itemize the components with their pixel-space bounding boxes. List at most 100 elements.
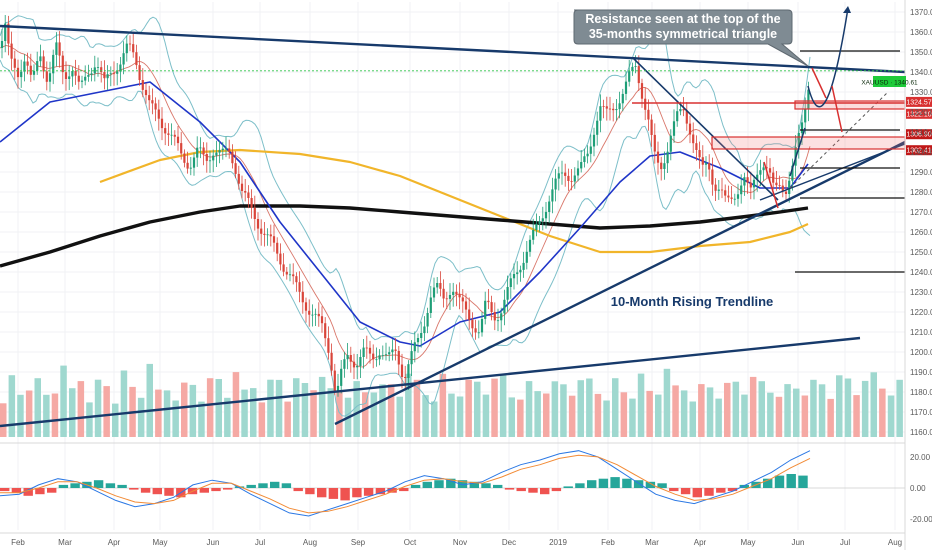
- candle-body: [93, 67, 96, 74]
- bear-projection-arrow-1: [811, 67, 827, 99]
- candle-body: [532, 230, 535, 240]
- macd-histogram-bar: [692, 488, 702, 498]
- dashed-projection: [789, 91, 889, 189]
- volume-bar: [767, 392, 774, 437]
- candle-body: [740, 185, 743, 195]
- volume-bar: [163, 390, 171, 437]
- macd-histogram-bar: [270, 481, 280, 488]
- volume-bar: [586, 378, 593, 437]
- candle-body: [461, 297, 464, 302]
- macd-histogram-bar: [93, 480, 104, 488]
- volume-bar: [422, 395, 429, 437]
- price-tick-label: 1220.00: [910, 308, 932, 317]
- macd-histogram-bar: [469, 481, 479, 488]
- volume-bar: [887, 395, 895, 437]
- volume-bar: [198, 401, 205, 437]
- candle-body: [663, 163, 666, 169]
- candle-body: [736, 194, 740, 199]
- volume-bar: [25, 390, 33, 437]
- candle-body: [58, 42, 61, 56]
- macd-histogram-bar: [363, 488, 374, 496]
- candle-body: [685, 110, 688, 124]
- candle-body: [676, 111, 679, 122]
- candle-body: [244, 191, 247, 193]
- macd-histogram-bar: [774, 475, 785, 488]
- price-tick-label: 1200.00: [910, 348, 932, 357]
- candle-body: [592, 134, 596, 147]
- candle-body: [164, 128, 167, 134]
- current-price-tag: XAUUSD · 1340.61: [861, 76, 918, 87]
- volume-bar: [775, 396, 783, 437]
- price-tick-label: 1190.00: [910, 368, 932, 377]
- candle-body: [560, 172, 564, 174]
- macd-histogram-bar: [716, 488, 726, 493]
- macd-histogram-bar: [293, 488, 303, 492]
- volume-bar: [508, 397, 515, 437]
- candle-body: [269, 234, 272, 237]
- volume-bar: [879, 388, 886, 437]
- time-tick-label: May: [152, 538, 167, 547]
- price-tick-label: 1170.00: [910, 408, 932, 417]
- candle-body: [656, 151, 660, 163]
- volume-bar: [379, 384, 386, 437]
- candle-body: [13, 58, 16, 68]
- sma-blue-line: [0, 81, 809, 347]
- candle-body: [730, 197, 733, 199]
- candle-body: [170, 134, 173, 136]
- volume-bar: [706, 387, 714, 437]
- time-tick-label: Apr: [694, 538, 707, 547]
- candle-body: [378, 355, 381, 360]
- trendline-triangle_top: [0, 24, 906, 74]
- volume-bar: [732, 381, 740, 437]
- candle-body: [71, 71, 74, 77]
- macd-histogram-bar: [0, 488, 10, 492]
- volume-bar: [413, 379, 421, 437]
- candle-body: [580, 162, 583, 169]
- candle-body: [144, 89, 148, 96]
- volume-bar: [680, 390, 688, 437]
- candle-body: [292, 274, 295, 277]
- volume-bar: [241, 389, 248, 437]
- volume-bar: [103, 386, 110, 437]
- volume-bar: [336, 390, 343, 437]
- volume-bar: [17, 394, 24, 437]
- projection-arrows: [763, 6, 851, 209]
- candle-body: [167, 133, 170, 135]
- macd-histogram-bar: [446, 478, 456, 488]
- volume-bar: [810, 379, 817, 437]
- macd-histogram-bar: [575, 483, 585, 488]
- macd-histogram-bar: [58, 484, 69, 488]
- volume-bar: [267, 379, 274, 437]
- candle-body: [84, 76, 87, 81]
- candle-body: [4, 23, 7, 41]
- candle-body: [362, 347, 365, 357]
- candle-body: [621, 93, 624, 104]
- candle-body: [496, 320, 500, 322]
- time-tick-label: Jun: [792, 538, 805, 547]
- candle-body: [615, 109, 618, 111]
- price-tick-label: 1230.00: [910, 288, 932, 297]
- candle-body: [490, 302, 493, 312]
- candle-body: [125, 43, 128, 54]
- candle-body: [660, 162, 663, 170]
- candle-body: [304, 302, 308, 311]
- resistance-zone-upper: [794, 100, 906, 110]
- time-axis[interactable]: Feb Mar Apr May Jun Jul Aug Sep Oct Nov Dec 2019 Feb…: [0, 442, 905, 547]
- candle-body: [512, 274, 516, 279]
- volume-bar: [301, 383, 309, 437]
- price-level-tag-label: 1324.57: [906, 99, 931, 106]
- candle-body: [464, 301, 468, 310]
- price-tick-label: 1350.00: [910, 48, 932, 57]
- volume-bar: [189, 384, 197, 437]
- price-axis[interactable]: 1370.00 1360.00 1350.00 1340.00 1330.00 1320.…: [904, 0, 932, 550]
- volume-bar: [275, 379, 283, 437]
- candle-body: [535, 223, 538, 230]
- candle-body: [493, 312, 496, 321]
- volume-bar: [499, 374, 507, 437]
- time-tick-label: Sep: [351, 538, 366, 547]
- volume-bar: [655, 394, 662, 437]
- candle-body: [368, 347, 372, 354]
- volume-bar: [284, 401, 291, 437]
